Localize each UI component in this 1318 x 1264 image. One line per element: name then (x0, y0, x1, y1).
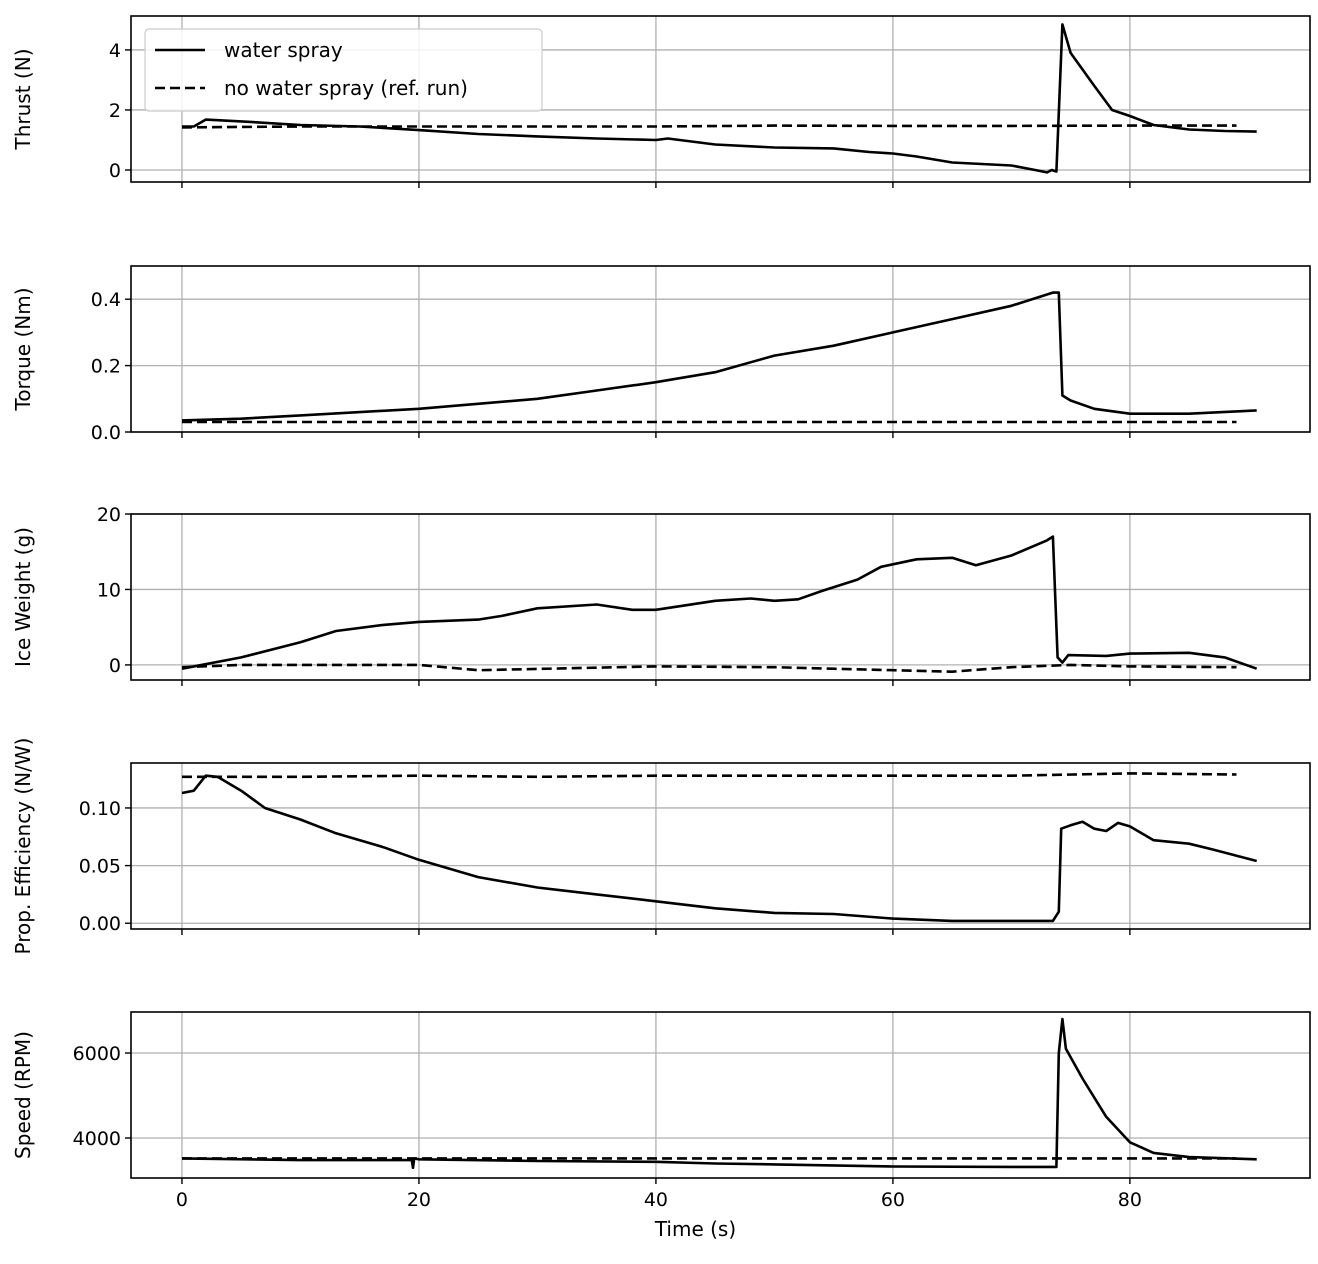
x-tick-label: 0 (176, 1189, 188, 1211)
y-axis-label: Ice Weight (g) (11, 527, 35, 667)
legend-entry: no water spray (ref. run) (224, 76, 468, 100)
series-water-spray (181, 1017, 1257, 1170)
series-no-water-spray (182, 772, 1237, 779)
y-tick-label: 4 (109, 40, 121, 62)
subplot-1: 0.0 0.2 0.4 Torque (Nm) (11, 265, 1311, 444)
axes-frame (130, 1011, 1311, 1179)
x-tick-label: 40 (644, 1189, 668, 1211)
series-no-water-spray (181, 663, 1237, 673)
subplot-4: 4000 6000 0 20 40 60 80 Speed (RPM) Time (s) (11, 1011, 1311, 1241)
x-tick-label: 80 (1118, 1189, 1142, 1211)
y-tick-label: 0.10 (79, 798, 121, 820)
y-tick-label: 20 (97, 504, 121, 526)
y-axis-label: Speed (RPM) (11, 1031, 35, 1159)
y-tick-label: 6000 (73, 1043, 121, 1065)
y-tick-label: 0.2 (91, 356, 121, 378)
subplot-3: 0.00 0.05 0.10 Prop. Efficiency (N/W) (11, 738, 1311, 955)
subplot-0: 0 2 4 Thrust (N) water spray no water spray (… (11, 15, 1311, 188)
y-tick-label: 0.0 (91, 422, 121, 444)
legend-entry: water spray (224, 38, 343, 62)
y-tick-label: 2 (109, 100, 121, 122)
y-tick-label: 0.4 (91, 289, 121, 311)
series-water-spray (181, 535, 1258, 670)
y-axis-label: Torque (Nm) (11, 287, 35, 411)
y-tick-label: 10 (97, 579, 121, 601)
legend: water spray no water spray (ref. run) (144, 28, 543, 112)
legend-box (144, 28, 543, 112)
series-no-water-spray (181, 124, 1237, 129)
y-tick-label: 0 (109, 655, 121, 677)
axes-frame (130, 265, 1311, 433)
y-tick-label: 0 (109, 160, 121, 182)
y-tick-label: 4000 (73, 1128, 121, 1150)
y-tick-label: 0.05 (79, 856, 121, 878)
y-tick-label: 0.00 (79, 913, 121, 935)
x-axis-label: Time (s) (654, 1217, 736, 1241)
y-axis-label: Thrust (N) (11, 49, 35, 151)
x-tick-label: 60 (881, 1189, 905, 1211)
x-tick-label: 20 (407, 1189, 431, 1211)
subplot-2: 0 10 20 Ice Weight (g) (11, 504, 1311, 686)
axes-frame (130, 15, 1311, 183)
series-water-spray (181, 774, 1258, 923)
y-axis-label: Prop. Efficiency (N/W) (11, 738, 35, 955)
axes-frame (130, 762, 1311, 930)
axes-frame (130, 513, 1311, 681)
series-water-spray (181, 291, 1257, 422)
